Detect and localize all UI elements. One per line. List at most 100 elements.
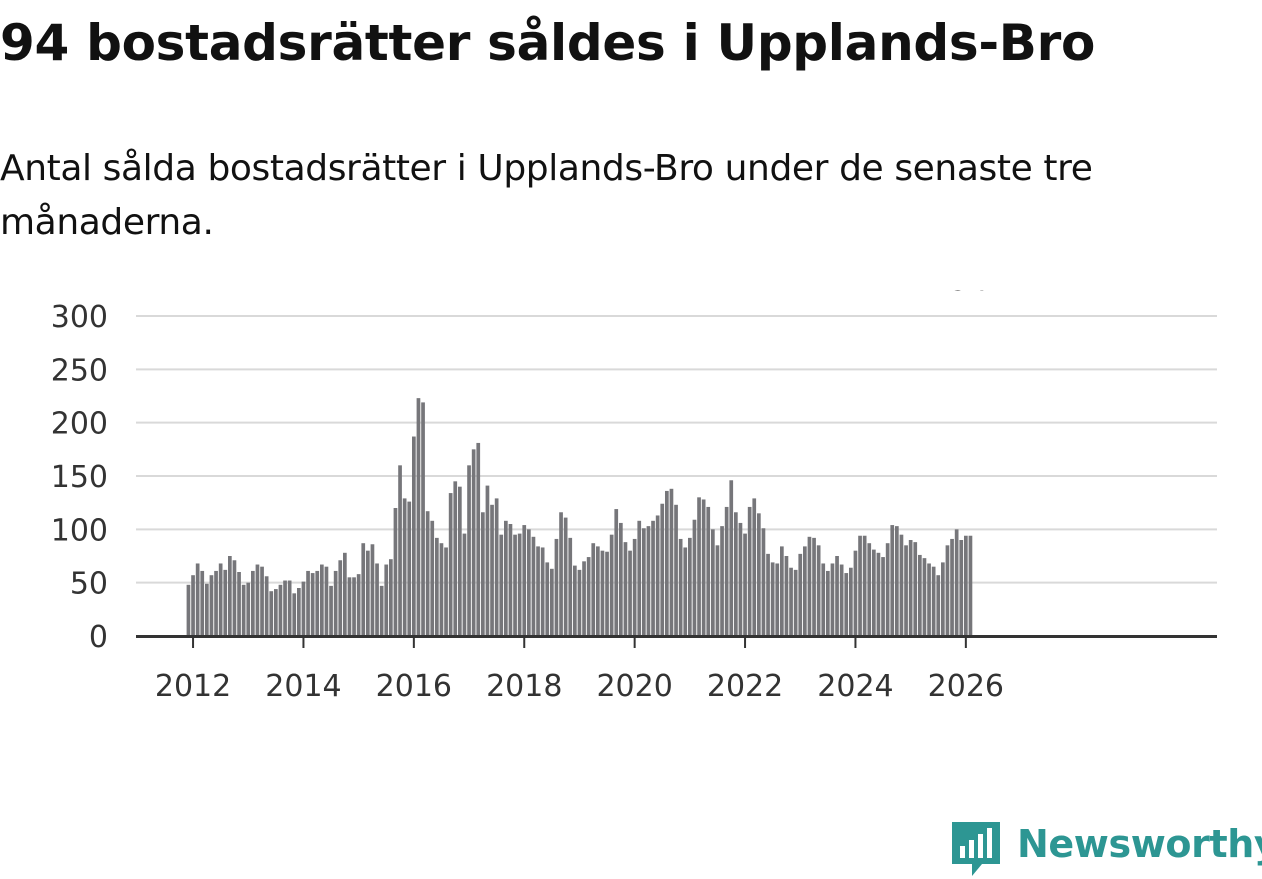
bar <box>320 564 324 636</box>
bars <box>186 398 973 636</box>
bar <box>283 580 287 636</box>
bar <box>554 538 559 636</box>
bar <box>752 498 757 636</box>
bar <box>812 537 816 636</box>
bar <box>619 522 623 636</box>
chart-subtitle: Antal sålda bostadsrätter i Upplands-Bro… <box>0 148 1093 243</box>
bar <box>310 573 315 636</box>
bar <box>775 563 780 636</box>
bar <box>784 556 789 636</box>
bar <box>228 556 232 636</box>
bar <box>807 536 812 636</box>
x-tick-label: 2026 <box>928 669 1004 704</box>
bar <box>968 535 973 636</box>
bar <box>793 569 798 636</box>
bar <box>402 498 407 636</box>
bar <box>278 584 283 636</box>
bar <box>416 398 421 636</box>
bar <box>683 547 688 636</box>
x-tick-label: 2022 <box>707 669 783 704</box>
bar <box>508 524 513 636</box>
bar <box>798 553 803 636</box>
bar <box>517 533 522 636</box>
bar <box>734 512 738 636</box>
bar <box>959 540 964 636</box>
bar <box>876 552 881 636</box>
bar <box>494 498 499 636</box>
bar <box>853 550 858 636</box>
bar <box>605 551 609 636</box>
bar <box>540 547 545 636</box>
bar <box>821 563 826 636</box>
bar <box>568 537 573 636</box>
bar <box>688 537 692 636</box>
y-tick-label: 0 <box>89 620 108 655</box>
bar <box>439 543 444 636</box>
bar <box>830 563 835 636</box>
bar <box>632 538 637 636</box>
x-axis-ticks: 2012 2014 2016 2018 2020 2022 2024 2026 <box>155 638 1004 704</box>
bar <box>646 526 651 636</box>
bar <box>301 581 306 636</box>
bar <box>724 506 729 636</box>
bar <box>697 497 701 636</box>
bar <box>922 558 927 636</box>
brand-logo: Newsworthy <box>950 818 1262 878</box>
bar <box>471 449 476 636</box>
bar <box>504 520 508 636</box>
bar <box>375 563 379 636</box>
bar <box>872 549 876 636</box>
bar <box>251 570 255 636</box>
bar <box>729 480 734 636</box>
y-axis-ticks: 0 50 100 150 200 250 300 <box>51 300 108 655</box>
bar <box>421 402 425 636</box>
highlight-value-label: 94 <box>950 290 988 298</box>
bar <box>425 511 430 636</box>
bar <box>844 573 849 636</box>
bar <box>803 546 807 636</box>
bar <box>393 508 398 636</box>
bar <box>826 570 830 636</box>
bar <box>522 525 527 636</box>
bar <box>218 563 223 636</box>
bar <box>237 572 241 636</box>
bar <box>347 577 352 636</box>
bar <box>232 560 237 636</box>
bar <box>209 575 214 636</box>
bar <box>858 535 862 636</box>
bar <box>867 543 872 636</box>
bar <box>885 543 890 636</box>
bar <box>195 563 200 636</box>
bar <box>816 545 821 636</box>
bar <box>669 488 674 636</box>
bar <box>338 560 343 636</box>
x-tick-label: 2020 <box>596 669 672 704</box>
bar <box>706 506 711 636</box>
bar <box>490 504 494 636</box>
bar <box>324 566 329 636</box>
bar <box>287 580 292 636</box>
x-tick-label: 2012 <box>155 669 231 704</box>
bar <box>890 525 895 636</box>
bar <box>715 545 720 636</box>
bar <box>637 520 642 636</box>
y-tick-label: 100 <box>51 513 108 548</box>
bar <box>701 499 706 636</box>
bar <box>329 585 333 636</box>
x-tick-label: 2018 <box>486 669 562 704</box>
bar <box>260 566 264 636</box>
gridlines <box>136 315 1217 584</box>
bar <box>384 564 389 636</box>
data-labels: 94 <box>950 290 988 298</box>
bar <box>839 564 844 636</box>
bar <box>412 436 416 636</box>
bar <box>895 526 899 636</box>
bar <box>462 533 467 636</box>
bar <box>485 485 490 636</box>
bar <box>651 520 655 636</box>
bar <box>780 546 784 636</box>
x-tick-label: 2024 <box>817 669 893 704</box>
bar <box>379 585 384 636</box>
bar <box>444 547 448 636</box>
bar <box>945 545 950 636</box>
